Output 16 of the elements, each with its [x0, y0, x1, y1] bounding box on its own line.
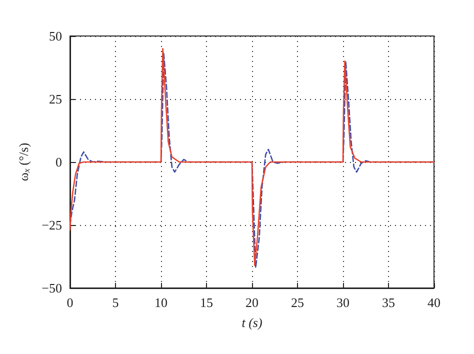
x-tick-label: 5	[112, 295, 119, 310]
y-tick-label: −50	[42, 280, 62, 296]
x-tick-label: 20	[246, 295, 258, 310]
x-tick-label: 25	[291, 295, 304, 310]
y-tick-label: −25	[42, 218, 62, 232]
y-tick-label: 50	[49, 28, 62, 44]
x-tick-label: 10	[154, 295, 168, 310]
y-tick-label: 0	[56, 154, 62, 170]
x-tick-label: 15	[200, 295, 213, 310]
x-tick-label: 35	[382, 295, 395, 310]
x-tick-label: 30	[336, 295, 350, 310]
y-axis-title: ωx (°/s)	[16, 142, 32, 182]
x-tick-label: 0	[66, 295, 74, 310]
x-axis-title: t (s)	[242, 315, 262, 330]
x-tick-label: 40	[428, 295, 440, 310]
y-tick-label: 25	[49, 92, 62, 106]
